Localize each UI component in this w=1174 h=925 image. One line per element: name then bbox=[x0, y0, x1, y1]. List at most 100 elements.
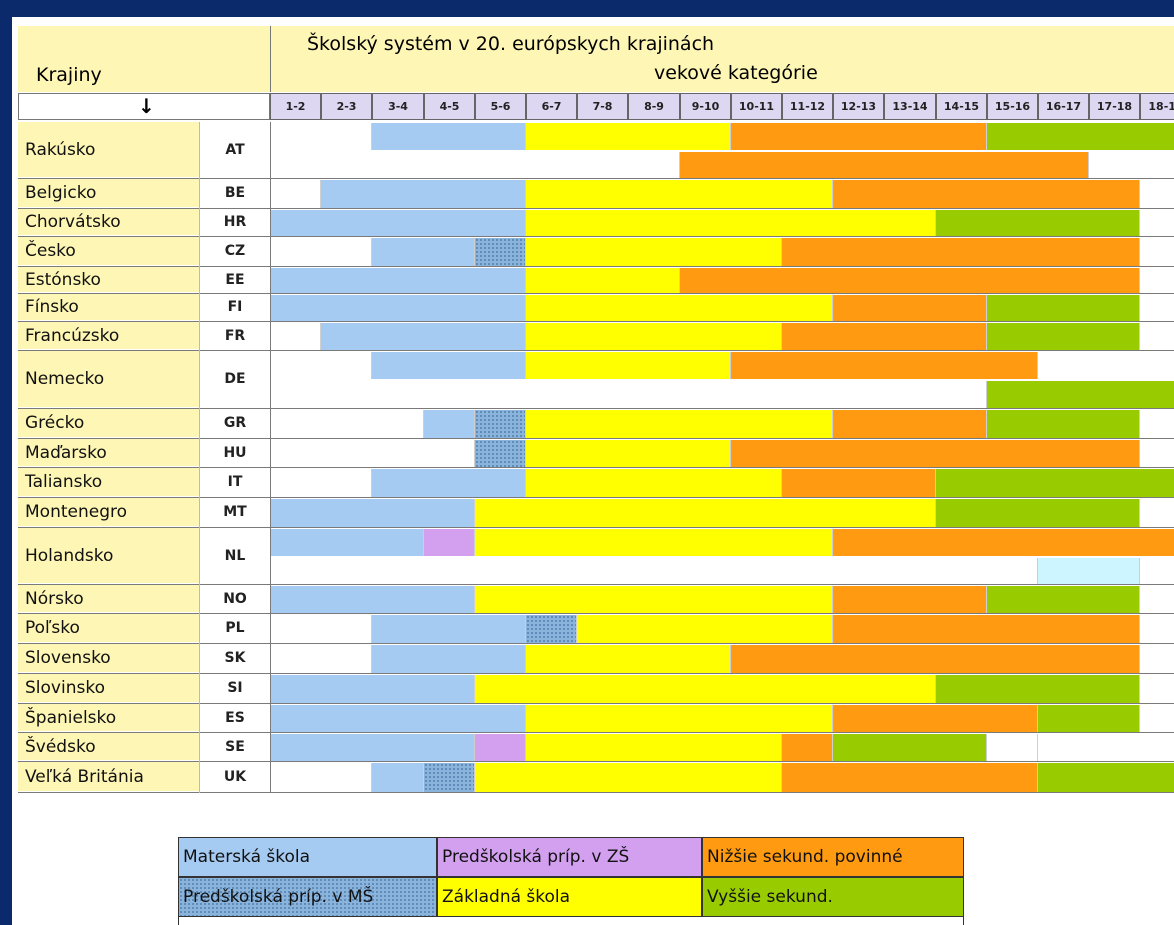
segment-nizsie bbox=[680, 268, 1140, 293]
segment-nizsie bbox=[680, 152, 1089, 179]
row-separator bbox=[18, 732, 1174, 733]
country-code: DE bbox=[200, 351, 270, 407]
segment-nizsie bbox=[731, 440, 1140, 467]
segment-vyssie bbox=[936, 675, 1140, 703]
segment-nizsie bbox=[833, 705, 1038, 732]
country-name: Švédsko bbox=[18, 733, 200, 760]
frame-left-border bbox=[0, 0, 12, 925]
country-code: MT bbox=[200, 498, 270, 526]
row-separator bbox=[18, 761, 1174, 762]
segment-light-cyan bbox=[1038, 558, 1140, 585]
segment-white bbox=[270, 352, 372, 379]
segment-white bbox=[270, 381, 987, 408]
segment-white bbox=[1140, 180, 1174, 208]
segment-white bbox=[1140, 499, 1174, 527]
segment-materska bbox=[424, 410, 475, 438]
segment-materska bbox=[372, 352, 526, 379]
country-name: Nórsko bbox=[18, 585, 200, 612]
segment-vyssie bbox=[936, 210, 1140, 236]
segment-white bbox=[270, 323, 321, 350]
segment-white bbox=[270, 763, 372, 792]
age-category-17-18: 17-18 bbox=[1089, 93, 1140, 120]
segment-nizsie bbox=[782, 469, 936, 497]
segment-nizsie bbox=[782, 763, 1038, 792]
legend-label: Materská škola bbox=[183, 847, 311, 867]
country-code: HU bbox=[200, 439, 270, 466]
country-name: Španielsko bbox=[18, 704, 200, 731]
segment-materska bbox=[270, 586, 475, 613]
segment-white bbox=[1140, 295, 1174, 321]
segment-vyssie bbox=[833, 734, 987, 761]
segment-materska bbox=[270, 499, 475, 527]
segment-zakladna bbox=[475, 763, 782, 792]
country-code: AT bbox=[200, 122, 270, 177]
chart-title: Školský systém v 20. európskych krajinác… bbox=[307, 33, 715, 55]
country-code: SK bbox=[200, 644, 270, 672]
segment-zakladna bbox=[475, 586, 833, 613]
age-category-12-13: 12-13 bbox=[833, 93, 884, 120]
row-separator bbox=[18, 703, 1174, 704]
segment-nizsie bbox=[782, 238, 1140, 266]
age-category-13-14: 13-14 bbox=[884, 93, 936, 120]
segment-white bbox=[1089, 152, 1174, 179]
row-separator bbox=[18, 408, 1174, 409]
country-name: Rakúsko bbox=[18, 122, 200, 177]
segment-white bbox=[1140, 645, 1174, 673]
segment-nizsie bbox=[731, 352, 1038, 379]
row-separator bbox=[18, 792, 1174, 793]
legend-item-predskolska-zs: Predškolská príp. v ZŠ bbox=[437, 837, 702, 877]
segment-white bbox=[270, 469, 372, 497]
segment-white bbox=[1140, 586, 1174, 613]
age-category-2-3: 2-3 bbox=[321, 93, 372, 120]
age-category-14-15: 14-15 bbox=[936, 93, 987, 120]
age-category-16-17: 16-17 bbox=[1038, 93, 1089, 120]
segment-zakladna bbox=[526, 469, 782, 497]
codes-divider bbox=[270, 122, 271, 793]
country-name: Slovinsko bbox=[18, 674, 200, 702]
segment-vyssie bbox=[987, 123, 1174, 150]
country-name: Francúzsko bbox=[18, 322, 200, 349]
segment-materska bbox=[321, 323, 526, 350]
header-subtitle-block bbox=[270, 63, 1174, 92]
legend-label: Základná škola bbox=[442, 887, 571, 907]
row-separator bbox=[18, 643, 1174, 644]
segment-zakladna bbox=[526, 323, 782, 350]
age-categories-header: vekové kategórie bbox=[654, 62, 818, 84]
segment-materska bbox=[372, 238, 475, 266]
segment-vyssie bbox=[936, 469, 1174, 497]
segment-vyssie bbox=[987, 410, 1140, 438]
country-code: HR bbox=[200, 209, 270, 235]
segment-vyssie bbox=[987, 381, 1174, 408]
segment-nizsie bbox=[833, 529, 1174, 556]
row-separator bbox=[18, 467, 1174, 468]
country-code: GR bbox=[200, 409, 270, 437]
segment-materska bbox=[270, 675, 475, 703]
segment-white bbox=[270, 558, 1038, 585]
segment-white bbox=[1140, 410, 1174, 438]
segment-white bbox=[1140, 323, 1174, 350]
legend-item-predskolska-ms: Predškolská príp. v MŠ bbox=[178, 877, 437, 917]
country-code: NO bbox=[200, 585, 270, 612]
row-separator bbox=[18, 266, 1174, 267]
countries-header: Krajiny bbox=[36, 64, 102, 86]
segment-predskolska-ms bbox=[475, 410, 526, 438]
row-separator bbox=[18, 613, 1174, 614]
segment-materska bbox=[372, 645, 526, 673]
segment-predskolska-ms bbox=[475, 238, 526, 266]
segment-zakladna bbox=[526, 238, 782, 266]
legend-item-nizsie: Nižšie sekund. povinné bbox=[702, 837, 964, 877]
segment-predskolska-ms bbox=[475, 440, 526, 467]
row-separator bbox=[18, 350, 1174, 351]
country-code: UK bbox=[200, 762, 270, 791]
row-separator bbox=[18, 584, 1174, 585]
segment-materska bbox=[270, 268, 526, 293]
segment-materska bbox=[270, 705, 526, 732]
segment-nizsie bbox=[731, 645, 1140, 673]
legend-label: Nižšie sekund. povinné bbox=[707, 847, 903, 867]
segment-zakladna bbox=[526, 268, 680, 293]
segment-materska bbox=[372, 763, 424, 792]
country-name: Estónsko bbox=[18, 267, 200, 292]
country-code: NL bbox=[200, 528, 270, 583]
country-name: Holandsko bbox=[18, 528, 200, 583]
country-code: CZ bbox=[200, 237, 270, 265]
